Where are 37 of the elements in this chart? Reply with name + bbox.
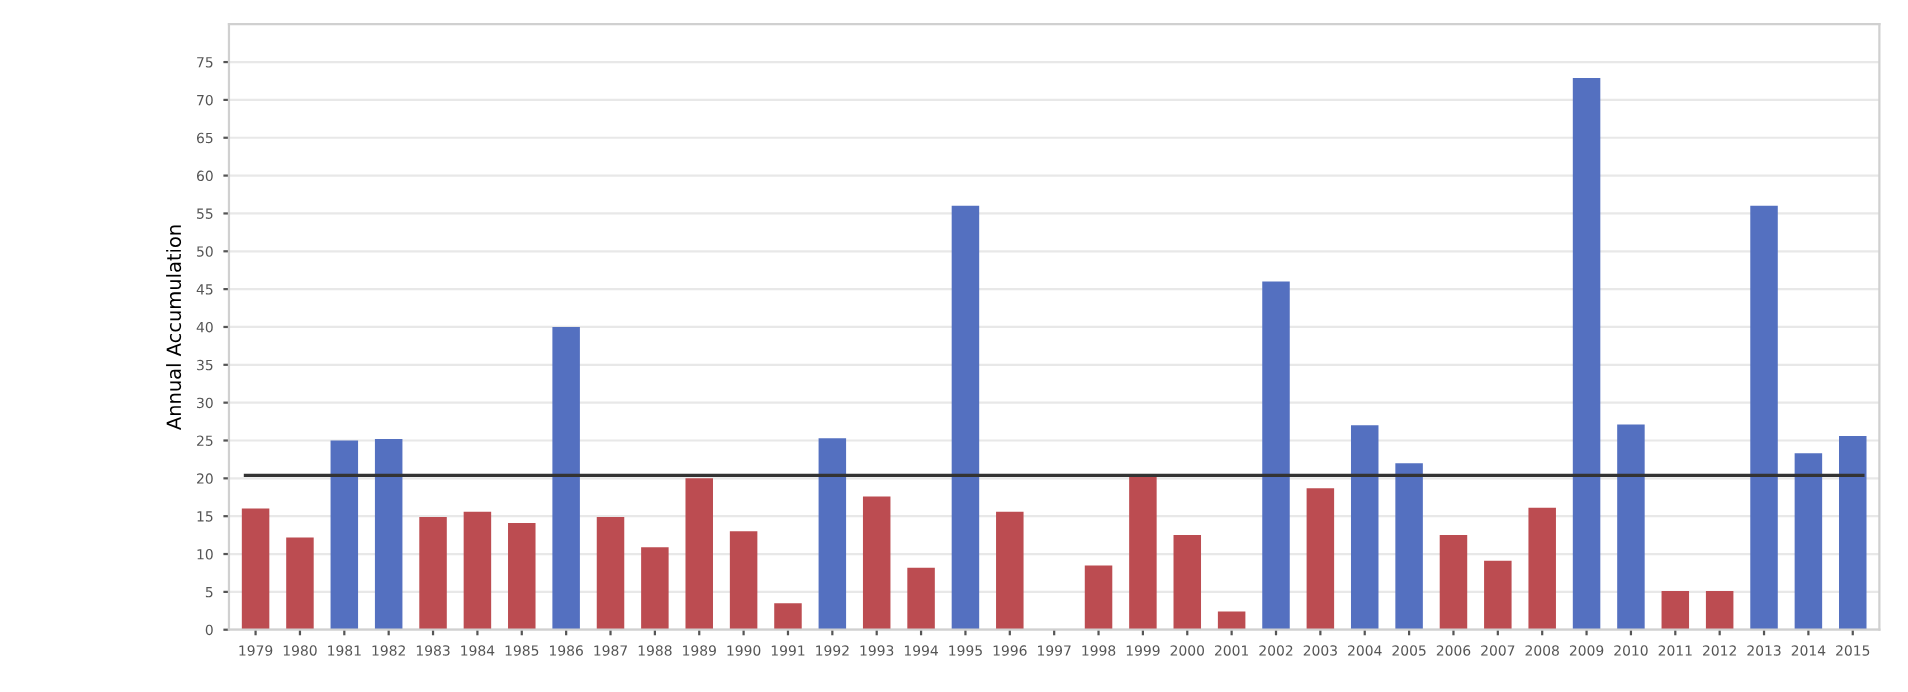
bar — [1084, 565, 1113, 630]
bar — [862, 496, 891, 630]
bar — [1572, 77, 1601, 630]
bar — [685, 478, 713, 630]
bar — [241, 508, 270, 630]
bar — [641, 547, 669, 630]
bar — [1439, 535, 1468, 630]
bar — [1395, 463, 1423, 630]
bar — [1617, 424, 1645, 630]
bar — [1794, 453, 1823, 630]
bar — [1173, 535, 1202, 630]
bar — [1217, 611, 1246, 630]
bar — [596, 516, 625, 630]
bar — [1750, 205, 1778, 630]
bar — [1484, 560, 1512, 630]
bar — [818, 438, 847, 630]
bar — [1262, 281, 1290, 630]
bar — [374, 438, 403, 630]
bar — [330, 440, 359, 630]
bar — [951, 205, 980, 630]
bar — [552, 326, 580, 630]
bar — [419, 516, 447, 630]
bar — [1839, 435, 1867, 630]
bar — [907, 567, 935, 630]
bar — [729, 531, 758, 630]
bar — [1306, 488, 1335, 630]
bar — [774, 603, 802, 630]
bar — [1705, 591, 1734, 630]
bar — [1350, 425, 1379, 630]
bar — [508, 523, 536, 630]
bar — [286, 537, 314, 630]
bar — [996, 511, 1024, 630]
bar — [463, 511, 492, 630]
bar — [1661, 591, 1690, 630]
bar — [1528, 507, 1556, 630]
y-axis-title: Annual Accumulation — [166, 225, 182, 430]
bar — [1129, 475, 1157, 630]
